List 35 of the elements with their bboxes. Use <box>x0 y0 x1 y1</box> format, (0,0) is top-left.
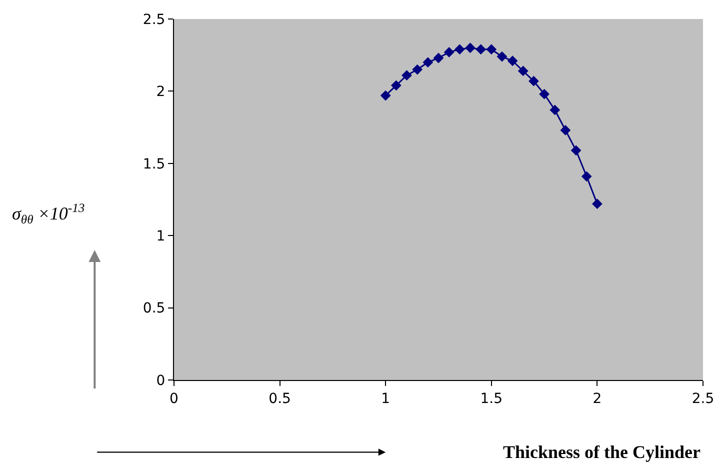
point <box>422 57 434 68</box>
point <box>390 80 402 91</box>
point <box>454 44 465 55</box>
x-tick-label: 1.5 <box>480 390 503 407</box>
point <box>550 104 560 116</box>
x-tick-label: 2.5 <box>692 390 714 407</box>
x-tick-label: 0.5 <box>268 390 291 407</box>
point <box>518 66 528 76</box>
point <box>380 90 391 101</box>
x-axis-title: Thickness of the Cylinder <box>503 442 701 462</box>
point <box>570 145 582 156</box>
point <box>433 52 444 64</box>
point <box>592 198 602 210</box>
y-tick-label: 2.5 <box>142 12 166 28</box>
point <box>444 47 454 58</box>
y-tick-label: 2 <box>156 84 166 100</box>
y-tick-label: 1.5 <box>142 156 166 172</box>
y-tick-label: 0.5 <box>142 300 166 317</box>
point <box>539 88 550 100</box>
point <box>476 44 486 55</box>
x-tick-label: 2 <box>592 390 602 407</box>
point <box>496 51 508 62</box>
point <box>465 42 476 54</box>
x-tick-label: 0 <box>170 390 178 407</box>
y-axis-title: σ$_{θθ}$ ×10$^{-13}$ <box>12 201 85 226</box>
point <box>507 56 518 66</box>
point <box>486 44 497 55</box>
point <box>560 124 571 136</box>
x-tick-label: 1 <box>381 390 390 407</box>
point <box>412 64 423 75</box>
point <box>402 70 412 81</box>
point <box>581 171 592 182</box>
y-tick-label: 1 <box>156 228 166 244</box>
y-tick-label: 0 <box>156 372 166 389</box>
point <box>528 76 539 86</box>
